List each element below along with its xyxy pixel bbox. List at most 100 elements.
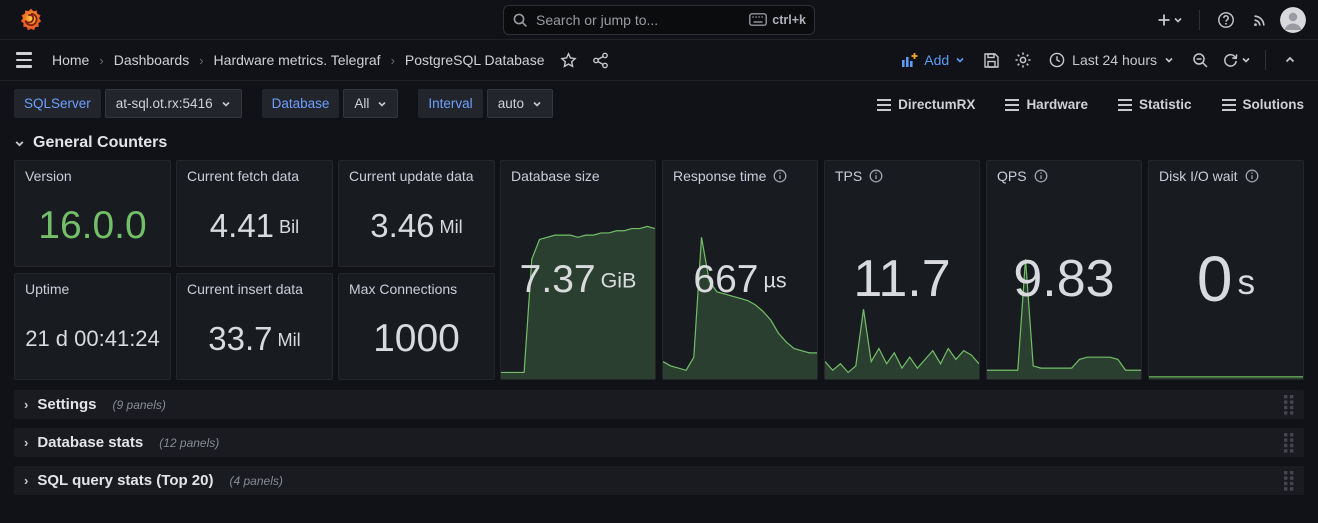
filter-database: Database All bbox=[261, 89, 399, 118]
dashboard-links: DirectumRX Hardware Statistic Solutions bbox=[877, 89, 1304, 112]
sparkline-chart bbox=[501, 161, 655, 379]
filter-selected-value: auto bbox=[497, 96, 524, 111]
filter-selected-value: at-sql.ot.rx:5416 bbox=[115, 96, 213, 111]
panel-title: Disk I/O wait bbox=[1159, 168, 1297, 184]
news-button[interactable] bbox=[1246, 6, 1274, 34]
panel-title-text: QPS bbox=[997, 168, 1027, 184]
panel-response-time[interactable]: Response time 667 µs bbox=[662, 160, 818, 380]
time-range-label: Last 24 hours bbox=[1072, 52, 1157, 68]
dashboard-link-label: Solutions bbox=[1242, 97, 1305, 112]
new-menu-button[interactable] bbox=[1153, 6, 1187, 34]
filter-value-database[interactable]: All bbox=[343, 89, 399, 118]
stat-unit: s bbox=[1237, 263, 1256, 303]
filter-value-sqlserver[interactable]: at-sql.ot.rx:5416 bbox=[104, 89, 242, 118]
chevron-down-icon bbox=[222, 101, 230, 107]
row-general-counters[interactable]: General Counters bbox=[14, 134, 167, 152]
save-dashboard-button[interactable] bbox=[977, 46, 1005, 74]
row-settings[interactable]: › Settings (9 panels) bbox=[14, 390, 1304, 419]
stat-panels-tall: Database size 7.37 GiB Response time 667 µs T… bbox=[500, 160, 1304, 380]
stat-number: 9.83 bbox=[1013, 250, 1115, 308]
breadcrumb-item-postgresql-database[interactable]: PostgreSQL Database bbox=[404, 52, 545, 68]
stat-value: 11.7 bbox=[825, 161, 979, 379]
panel-current-fetch-data[interactable]: Current fetch data 4.41 Bil bbox=[176, 160, 333, 267]
top-nav-bar: Search or jump to... ctrl+k bbox=[0, 0, 1318, 40]
panel-grid: Version 16.0.0 Current fetch data 4.41 Bil Cu… bbox=[14, 160, 1304, 380]
panel-current-update-data[interactable]: Current update data 3.46 Mil bbox=[338, 160, 495, 267]
chevron-down-icon bbox=[956, 57, 964, 63]
breadcrumb-item-hardware-metrics-telegraf[interactable]: Hardware metrics. Telegraf bbox=[213, 52, 381, 68]
panel-qps[interactable]: QPS 9.83 bbox=[986, 160, 1142, 380]
panel-title: Uptime bbox=[25, 281, 164, 297]
row-drag-handle-icon[interactable] bbox=[1284, 432, 1294, 453]
info-icon[interactable] bbox=[773, 169, 787, 183]
favorite-button[interactable] bbox=[554, 46, 582, 74]
stat-unit: µs bbox=[763, 268, 787, 293]
info-icon[interactable] bbox=[1034, 169, 1048, 183]
dashboard-list-icon bbox=[877, 98, 892, 111]
help-button[interactable] bbox=[1212, 6, 1240, 34]
panel-title-text: Current update data bbox=[349, 168, 474, 184]
stat-number: 3.46 bbox=[370, 207, 435, 244]
dashboard-list-icon bbox=[1005, 98, 1020, 111]
row-sql-query-stats-top-20[interactable]: › SQL query stats (Top 20) (4 panels) bbox=[14, 466, 1304, 495]
panel-database-size[interactable]: Database size 7.37 GiB bbox=[500, 160, 656, 380]
filter-label-sqlserver[interactable]: SQLServer bbox=[14, 89, 101, 118]
stat-number: 0 bbox=[1196, 243, 1233, 315]
breadcrumb-separator: › bbox=[99, 52, 104, 68]
panel-tps[interactable]: TPS 11.7 bbox=[824, 160, 980, 380]
search-icon bbox=[512, 12, 528, 28]
add-panel-button[interactable]: Add bbox=[893, 48, 973, 72]
panel-version[interactable]: Version 16.0.0 bbox=[14, 160, 171, 267]
stat-value: 9.83 bbox=[987, 161, 1141, 379]
filter-bar: SQLServer at-sql.ot.rx:5416 Database All Int… bbox=[14, 89, 1304, 118]
panel-title-text: TPS bbox=[835, 168, 863, 184]
user-avatar[interactable] bbox=[1280, 6, 1306, 33]
dashboard-link-hardware[interactable]: Hardware bbox=[1005, 97, 1088, 112]
row-drag-handle-icon[interactable] bbox=[1284, 470, 1294, 491]
filter-label-interval[interactable]: Interval bbox=[418, 89, 483, 118]
breadcrumb-item-home[interactable]: Home bbox=[52, 52, 90, 68]
chevron-down-icon bbox=[1242, 57, 1250, 63]
time-range-picker[interactable]: Last 24 hours bbox=[1041, 48, 1182, 72]
stat-unit: Bil bbox=[279, 217, 300, 238]
info-icon[interactable] bbox=[869, 169, 883, 183]
sparkline-chart bbox=[825, 161, 979, 379]
grafana-logo-icon[interactable] bbox=[18, 7, 44, 33]
dashboard-link-label: DirectumRX bbox=[898, 97, 976, 112]
search-input[interactable]: Search or jump to... ctrl+k bbox=[503, 4, 815, 35]
panel-max-connections[interactable]: Max Connections 1000 bbox=[338, 273, 495, 380]
zoom-out-button[interactable] bbox=[1186, 46, 1214, 74]
add-label: Add bbox=[924, 52, 950, 68]
row-panel-count: (12 panels) bbox=[159, 435, 220, 450]
filter-label-database[interactable]: Database bbox=[261, 89, 340, 118]
row-panel-count: (4 panels) bbox=[229, 473, 283, 488]
panel-uptime[interactable]: Uptime 21 d 00:41:24 bbox=[14, 273, 171, 380]
add-panel-icon bbox=[902, 52, 918, 67]
dashboard-link-solutions[interactable]: Solutions bbox=[1221, 97, 1305, 112]
mega-menu-icon[interactable] bbox=[14, 50, 34, 70]
section-title: General Counters bbox=[33, 134, 168, 151]
row-database-stats[interactable]: › Database stats (12 panels) bbox=[14, 428, 1304, 457]
info-icon[interactable] bbox=[1245, 169, 1259, 183]
panel-current-insert-data[interactable]: Current insert data 33.7 Mil bbox=[176, 273, 333, 380]
breadcrumb: Home › Dashboards › Hardware metrics. Telegr… bbox=[52, 52, 544, 68]
breadcrumb-item-dashboards[interactable]: Dashboards bbox=[113, 52, 190, 68]
dashboard-link-directumrx[interactable]: DirectumRX bbox=[877, 97, 975, 112]
panel-title: Database size bbox=[511, 168, 649, 184]
divider bbox=[1199, 9, 1200, 30]
dashboard-settings-button[interactable] bbox=[1009, 46, 1037, 74]
panel-title: TPS bbox=[835, 168, 973, 184]
panel-title-text: Uptime bbox=[25, 281, 70, 297]
panel-title: Version bbox=[25, 168, 164, 184]
collapse-topbar-button[interactable] bbox=[1276, 46, 1304, 74]
refresh-button[interactable] bbox=[1218, 46, 1255, 74]
stat-unit: GiB bbox=[600, 268, 637, 293]
row-drag-handle-icon[interactable] bbox=[1284, 394, 1294, 415]
share-button[interactable] bbox=[586, 46, 614, 74]
panel-title-text: Response time bbox=[673, 168, 767, 184]
stat-number: 667 bbox=[693, 257, 759, 301]
dashboard-link-statistic[interactable]: Statistic bbox=[1117, 97, 1192, 112]
filter-value-interval[interactable]: auto bbox=[486, 89, 553, 118]
search-placeholder: Search or jump to... bbox=[536, 11, 659, 28]
